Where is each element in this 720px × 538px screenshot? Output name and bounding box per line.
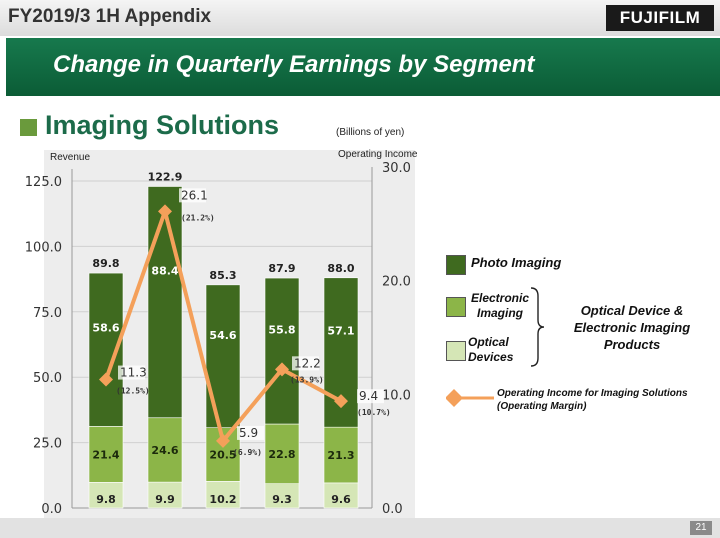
legend-swatch-photo [446, 255, 466, 275]
bar-total-label: 87.9 [268, 262, 295, 275]
legend-swatch-electronic [446, 297, 466, 317]
bar-segment [205, 284, 241, 428]
left-tick-label: 125.0 [25, 175, 62, 190]
left-tick-label: 75.0 [33, 306, 62, 321]
bar-data-label: 55.8 [268, 324, 295, 337]
line-label-bg [179, 188, 206, 203]
right-axis-label: Operating Income [338, 149, 418, 160]
line-label-bg [292, 356, 319, 371]
bar-data-label: 88.4 [151, 264, 178, 277]
page-number: 21 [690, 521, 712, 535]
right-tick-label: 0.0 [382, 502, 403, 517]
bar-total-label: 89.8 [92, 257, 119, 270]
line-margin-label: (13.9%) [290, 375, 324, 384]
legend-label-line: Operating Income for Imaging Solutions (… [497, 388, 688, 412]
line-data-label: 26.1 [181, 188, 208, 202]
bar-segment [323, 426, 359, 484]
bar-segment [147, 417, 183, 483]
bar-segment [88, 426, 124, 483]
legend-label-optical: Optical Devices [468, 335, 514, 364]
bar-data-label: 20.5 [209, 449, 236, 462]
legend-brace-icon [530, 287, 545, 367]
bar-segment [88, 482, 124, 509]
bar-data-label: 22.8 [268, 448, 295, 461]
line-margin-label: (6.9%) [233, 448, 262, 457]
left-tick-label: 25.0 [33, 437, 62, 452]
legend-swatch-optical [446, 341, 466, 361]
legend-label-electronic: Electronic Imaging [470, 291, 530, 320]
right-tick-label: 10.0 [382, 388, 411, 403]
line-data-label: 11.3 [120, 366, 147, 380]
slide-banner: Change in Quarterly Earnings by Segment [6, 38, 720, 96]
legend-line-icon [446, 389, 494, 407]
bar-data-label: 57.1 [327, 325, 354, 338]
line-point-marker [275, 362, 289, 377]
line-margin-label: (21.2%) [181, 213, 215, 222]
line-point-marker [216, 433, 230, 448]
section-square-icon [20, 119, 37, 136]
right-tick-label: 20.0 [382, 275, 411, 290]
left-axis-label: Revenue [50, 152, 91, 163]
bar-total-label: 85.3 [209, 269, 236, 282]
unit-label: (Billions of yen) [336, 127, 405, 138]
bar-segment [147, 481, 183, 509]
bar-data-label: 9.3 [272, 493, 292, 506]
bar-segment [264, 277, 300, 425]
line-point-marker [334, 394, 348, 409]
period-title: FY2019/3 1H Appendix [8, 6, 212, 27]
line-data-label: 12.2 [294, 356, 321, 370]
bar-total-label: 88.0 [327, 262, 354, 275]
legend-group-label: Optical Device & Electronic Imaging Prod… [573, 303, 691, 352]
top-bar: FY2019/3 1H Appendix FUJIFILM [0, 0, 720, 36]
line-margin-label: (10.7%) [357, 408, 391, 417]
bar-segment [264, 423, 300, 484]
bar-data-label: 21.4 [92, 448, 119, 461]
section-title: Imaging Solutions [45, 110, 279, 140]
bar-data-label: 24.6 [151, 444, 178, 457]
bar-segment [205, 481, 241, 509]
line-point-marker [158, 204, 172, 219]
line-data-label: 5.9 [239, 426, 258, 440]
line-data-label: 9.4 [359, 389, 378, 403]
footer-bar [0, 518, 720, 538]
bar-segment [264, 483, 300, 509]
bar-data-label: 54.6 [209, 329, 236, 342]
bar-data-label: 21.3 [327, 449, 354, 462]
legend-label-photo: Photo Imaging [471, 255, 562, 270]
line-label-bg [237, 425, 264, 440]
right-tick-label: 30.0 [382, 161, 411, 176]
left-tick-label: 100.0 [25, 240, 62, 255]
line-margin-label: (12.5%) [116, 387, 150, 396]
line-point-marker [99, 372, 113, 387]
bar-data-label: 9.9 [155, 493, 175, 506]
bar-segment [147, 186, 183, 419]
bar-data-label: 10.2 [209, 493, 236, 506]
bar-data-label: 9.6 [331, 493, 351, 506]
line-label-bg [118, 365, 145, 380]
left-tick-label: 0.0 [41, 502, 62, 517]
bar-data-label: 58.6 [92, 321, 119, 334]
bar-data-label: 9.8 [96, 493, 116, 506]
line-label-bg [357, 389, 384, 404]
left-tick-label: 50.0 [33, 371, 62, 386]
fujifilm-logo: FUJIFILM [606, 5, 714, 31]
slide-title: Change in Quarterly Earnings by Segment [53, 51, 535, 78]
bar-total-label: 122.9 [148, 170, 183, 183]
